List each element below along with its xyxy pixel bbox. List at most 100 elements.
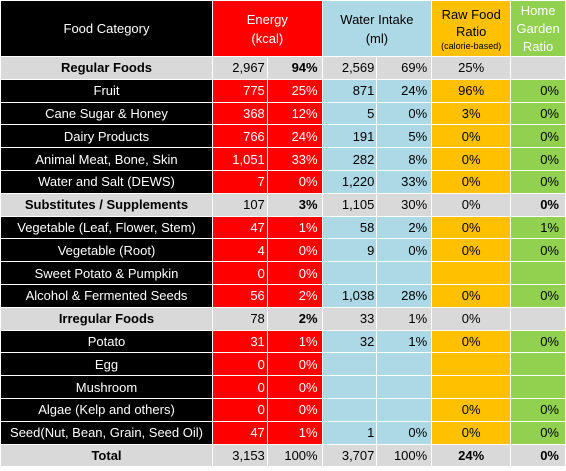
food-name-cell: Total: [0, 443, 213, 468]
table-row: Sweet Potato & Pumpkin 0 0%: [0, 261, 566, 285]
energy-pct-cell: 2%: [266, 306, 323, 331]
table-body: Regular Foods 2,967 94% 2,569 69% 25% Fruit 775…: [0, 56, 566, 468]
table-row: Dairy Products 766 24% 191 5% 0% 0%: [0, 124, 566, 149]
water-cell: 1,220: [321, 169, 378, 194]
home-garden-cell: [510, 261, 566, 285]
raw-food-cell: [431, 352, 512, 377]
water-pct-cell: 2%: [376, 215, 433, 240]
energy-cell: 107: [212, 192, 268, 217]
water-pct-cell: 8%: [376, 147, 433, 171]
food-name-cell: Seed(Nut, Bean, Grain, Seed Oil): [0, 420, 213, 445]
raw-food-cell: 24%: [431, 443, 512, 468]
water-pct-cell: [376, 352, 433, 377]
food-name-cell: Vegetable (Leaf, Flower, Stem): [0, 215, 213, 240]
raw-food-cell: 0%: [431, 238, 512, 263]
energy-cell: 47: [212, 215, 268, 240]
energy-pct-cell: 94%: [266, 56, 323, 80]
energy-pct-cell: 33%: [266, 147, 323, 171]
energy-pct-cell: 1%: [266, 215, 323, 240]
food-name-cell: Regular Foods: [0, 56, 213, 80]
energy-cell: 3,153: [212, 443, 268, 468]
table-row: Fruit 775 25% 871 24% 96% 0%: [0, 78, 566, 103]
food-name-cell: Potato: [0, 329, 213, 354]
water-pct-cell: 1%: [376, 329, 433, 354]
home-garden-cell: 0%: [510, 420, 566, 445]
raw-food-cell: 0%: [431, 329, 512, 354]
raw-food-header: Raw Food Ratio (calorie-based): [431, 0, 512, 57]
water-pct-cell: 1%: [376, 306, 433, 331]
energy-pct-cell: 0%: [266, 238, 323, 263]
home-garden-header: Home Garden Ratio: [510, 0, 566, 57]
energy-cell: 4: [212, 238, 268, 263]
table-row: Vegetable (Leaf, Flower, Stem) 47 1% 58 2% 0%…: [0, 215, 566, 240]
water-pct-cell: 100%: [376, 443, 433, 468]
energy-cell: 0: [212, 397, 268, 422]
home-garden-cell: [510, 352, 566, 377]
raw-food-cell: [431, 261, 512, 285]
table-row: Vegetable (Root) 4 0% 9 0% 0% 0%: [0, 238, 566, 263]
water-header-unit: (ml): [365, 30, 389, 46]
home-garden-cell: [510, 306, 566, 331]
energy-cell: 47: [212, 420, 268, 445]
home-garden-cell: 0%: [510, 147, 566, 171]
energy-cell: 775: [212, 78, 268, 103]
water-pct-cell: 33%: [376, 169, 433, 194]
home-header-line2: Garden: [516, 20, 560, 36]
table-row: Regular Foods 2,967 94% 2,569 69% 25%: [0, 56, 566, 80]
home-garden-cell: 0%: [510, 283, 566, 308]
water-header: Water Intake (ml): [321, 0, 433, 57]
energy-header-title: Energy: [246, 11, 288, 27]
energy-pct-cell: 25%: [266, 78, 323, 103]
energy-pct-cell: 0%: [266, 352, 323, 377]
energy-header-unit: (kcal): [251, 30, 284, 46]
water-pct-cell: 28%: [376, 283, 433, 308]
raw-food-cell: [431, 375, 512, 399]
energy-pct-cell: 0%: [266, 397, 323, 422]
home-garden-cell: [510, 375, 566, 399]
table-row: Substitutes / Supplements 107 3% 1,105 30% 0%…: [0, 192, 566, 217]
water-pct-cell: 30%: [376, 192, 433, 217]
energy-pct-cell: 12%: [266, 101, 323, 126]
water-cell: 871: [321, 78, 378, 103]
energy-cell: 0: [212, 352, 268, 377]
energy-cell: 0: [212, 261, 268, 285]
food-name-cell: Dairy Products: [0, 124, 213, 149]
energy-cell: 0: [212, 375, 268, 399]
water-pct-cell: 0%: [376, 420, 433, 445]
food-name-cell: Sweet Potato & Pumpkin: [0, 261, 213, 285]
energy-header: Energy (kcal): [212, 0, 323, 57]
food-category-header: Food Category: [0, 0, 213, 57]
water-cell: [321, 397, 378, 422]
energy-cell: 2,967: [212, 56, 268, 80]
raw-food-cell: 0%: [431, 420, 512, 445]
table-row: Egg 0 0%: [0, 352, 566, 377]
raw-food-cell: 96%: [431, 78, 512, 103]
food-name-cell: Egg: [0, 352, 213, 377]
energy-cell: 1,051: [212, 147, 268, 171]
water-cell: [321, 375, 378, 399]
energy-cell: 31: [212, 329, 268, 354]
food-name-cell: Alcohol & Fermented Seeds: [0, 283, 213, 308]
water-pct-cell: 69%: [376, 56, 433, 80]
water-cell: [321, 261, 378, 285]
home-garden-cell: 0%: [510, 238, 566, 263]
raw-header-line1: Raw Food: [441, 6, 501, 22]
water-cell: 58: [321, 215, 378, 240]
home-garden-cell: [510, 56, 566, 80]
table-row: Irregular Foods 78 2% 33 1% 0%: [0, 306, 566, 331]
water-pct-cell: [376, 375, 433, 399]
energy-cell: 78: [212, 306, 268, 331]
table-row: Algae (Kelp and others) 0 0% 0% 0%: [0, 397, 566, 422]
water-cell: 32: [321, 329, 378, 354]
home-garden-cell: 0%: [510, 443, 566, 468]
energy-pct-cell: 0%: [266, 375, 323, 399]
water-cell: 5: [321, 101, 378, 126]
water-cell: 1: [321, 420, 378, 445]
raw-food-cell: 0%: [431, 397, 512, 422]
energy-pct-cell: 0%: [266, 261, 323, 285]
food-name-cell: Animal Meat, Bone, Skin: [0, 147, 213, 171]
water-cell: 9: [321, 238, 378, 263]
food-name-cell: Irregular Foods: [0, 306, 213, 331]
food-name-cell: Fruit: [0, 78, 213, 103]
home-garden-cell: 1%: [510, 215, 566, 240]
